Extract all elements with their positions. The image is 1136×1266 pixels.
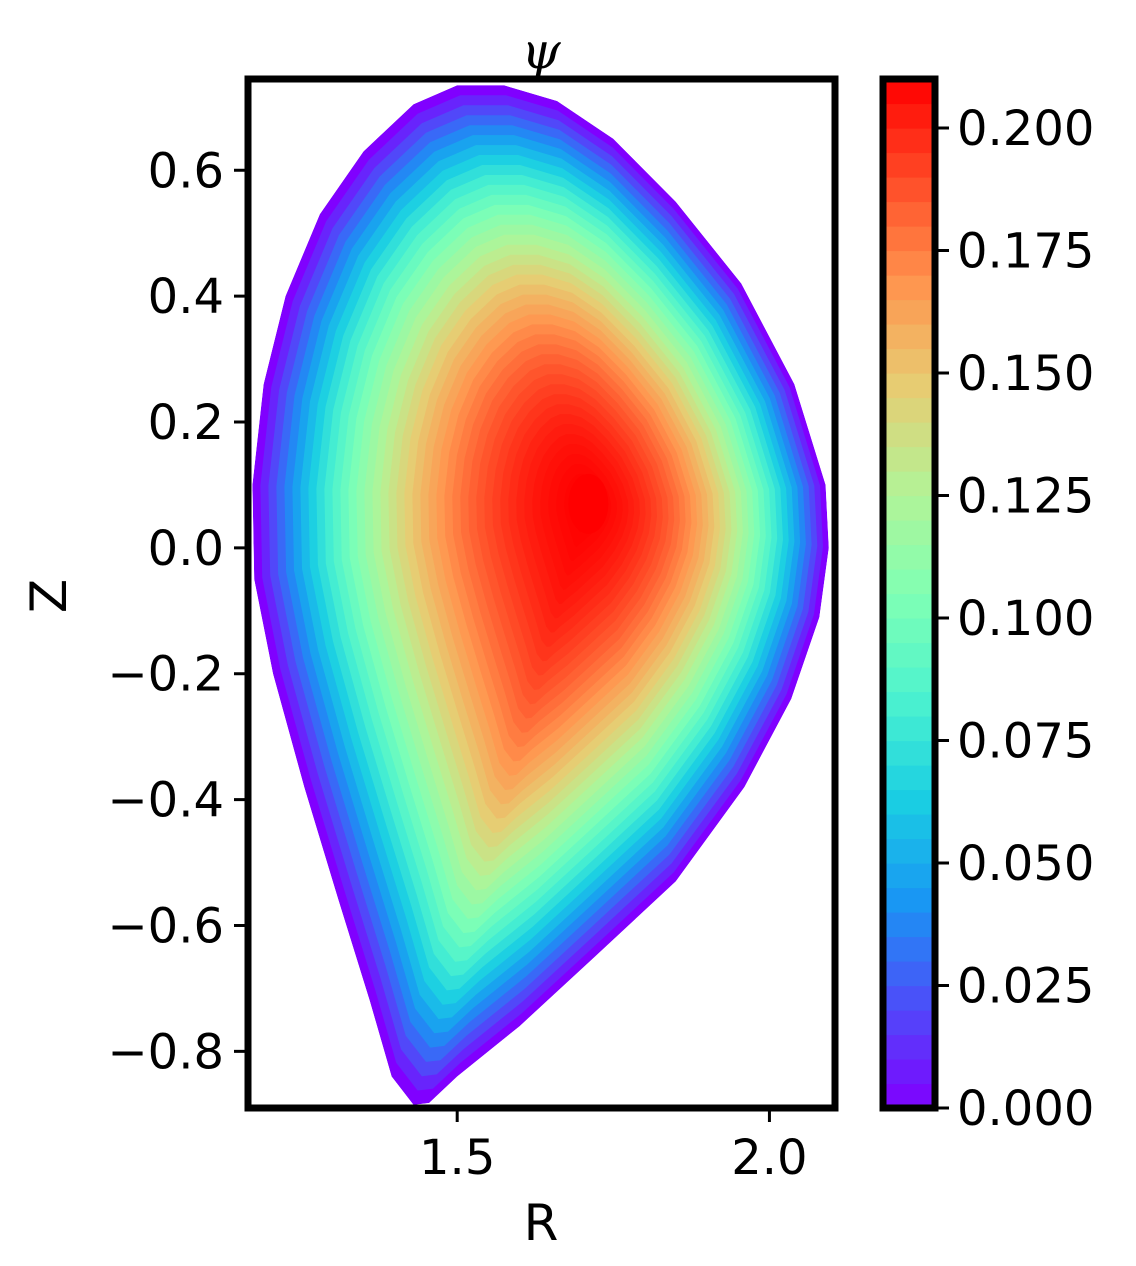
- colorbar-band: [883, 936, 935, 962]
- y-tick-label: 0.4: [148, 269, 224, 325]
- y-tick-label: 0.2: [148, 395, 224, 451]
- colorbar-band: [883, 299, 935, 325]
- colorbar-band: [883, 618, 935, 644]
- colorbar-tick-label: 0.175: [957, 224, 1094, 280]
- x-tick-label: 1.5: [419, 1130, 495, 1186]
- y-ticks: 0.6 0.4 0.2 0.0 −0.2 −0.4 −0.6 −0.8: [107, 143, 248, 1080]
- colorbar-band: [883, 912, 935, 938]
- colorbar-band: [883, 838, 935, 864]
- colorbar-band: [883, 593, 935, 619]
- colorbar-gradient: [883, 79, 935, 1109]
- colorbar-tick-label: 0.150: [957, 346, 1094, 402]
- colorbar-band: [883, 1059, 935, 1085]
- colorbar-band: [883, 1083, 935, 1109]
- colorbar-band: [883, 79, 935, 105]
- x-tick-label: 2.0: [731, 1130, 807, 1186]
- colorbar-band: [883, 226, 935, 252]
- y-tick-label: 0.0: [148, 521, 224, 577]
- y-tick-label: −0.4: [107, 773, 224, 829]
- colorbar-band: [883, 789, 935, 815]
- colorbar-tick-label: 0.025: [957, 959, 1094, 1015]
- colorbar-band: [883, 446, 935, 472]
- colorbar-band: [883, 569, 935, 595]
- colorbar-tick-label: 0.100: [957, 591, 1094, 647]
- colorbar-band: [883, 471, 935, 497]
- colorbar-band: [883, 250, 935, 276]
- y-axis-label: Z: [20, 579, 78, 613]
- colorbar-band: [883, 422, 935, 448]
- colorbar-band: [883, 740, 935, 766]
- colorbar-band: [883, 887, 935, 913]
- colorbar-band: [883, 863, 935, 889]
- colorbar-band: [883, 814, 935, 840]
- colorbar-band: [883, 667, 935, 693]
- colorbar-band: [883, 1034, 935, 1060]
- colorbar-band: [883, 716, 935, 742]
- plot-frame: [244, 75, 839, 1112]
- y-tick-label: −0.6: [107, 898, 224, 954]
- colorbar-band: [883, 152, 935, 178]
- colorbar-band: [883, 691, 935, 717]
- y-tick-label: −0.2: [107, 647, 224, 703]
- colorbar-tick-label: 0.050: [957, 836, 1094, 892]
- colorbar-band: [883, 103, 935, 129]
- plot-area: 1.5 2.0 0.6 0.4 0.2 0.0 −0.2 −0.4 −0.6 −0.8: [107, 75, 839, 1186]
- x-axis-label: R: [524, 1194, 559, 1252]
- colorbar-band: [883, 642, 935, 668]
- colorbar-band: [883, 373, 935, 399]
- colorbar-band: [883, 324, 935, 350]
- colorbar-tick-label: 0.075: [957, 714, 1094, 770]
- colorbar-band: [883, 495, 935, 521]
- colorbar-tick-label: 0.125: [957, 469, 1094, 525]
- colorbar-band: [883, 985, 935, 1011]
- colorbar-band: [883, 1010, 935, 1036]
- x-ticks: 1.5 2.0: [419, 1108, 808, 1186]
- colorbar-frame: [879, 75, 939, 1112]
- colorbar-band: [883, 397, 935, 423]
- chart-title: ψ: [521, 22, 561, 80]
- colorbar-band: [883, 275, 935, 301]
- colorbar-band: [883, 348, 935, 374]
- magnetic-axis-core: [568, 473, 609, 534]
- y-tick-label: 0.6: [148, 143, 224, 199]
- colorbar-band: [883, 961, 935, 987]
- colorbar-tick-label: 0.200: [957, 101, 1094, 157]
- colorbar-ticks: 0.000 0.025 0.050 0.075 0.100 0.125 0.150 0.175…: [935, 101, 1094, 1137]
- colorbar: 0.000 0.025 0.050 0.075 0.100 0.125 0.150 0.175…: [879, 75, 1094, 1137]
- colorbar-band: [883, 177, 935, 203]
- colorbar-band: [883, 128, 935, 154]
- colorbar-band: [883, 544, 935, 570]
- colorbar-band: [883, 765, 935, 791]
- colorbar-band: [883, 201, 935, 227]
- contour-fill: [252, 85, 829, 1105]
- colorbar-tick-label: 0.000: [957, 1081, 1094, 1137]
- y-tick-label: −0.8: [107, 1024, 224, 1080]
- colorbar-band: [883, 520, 935, 546]
